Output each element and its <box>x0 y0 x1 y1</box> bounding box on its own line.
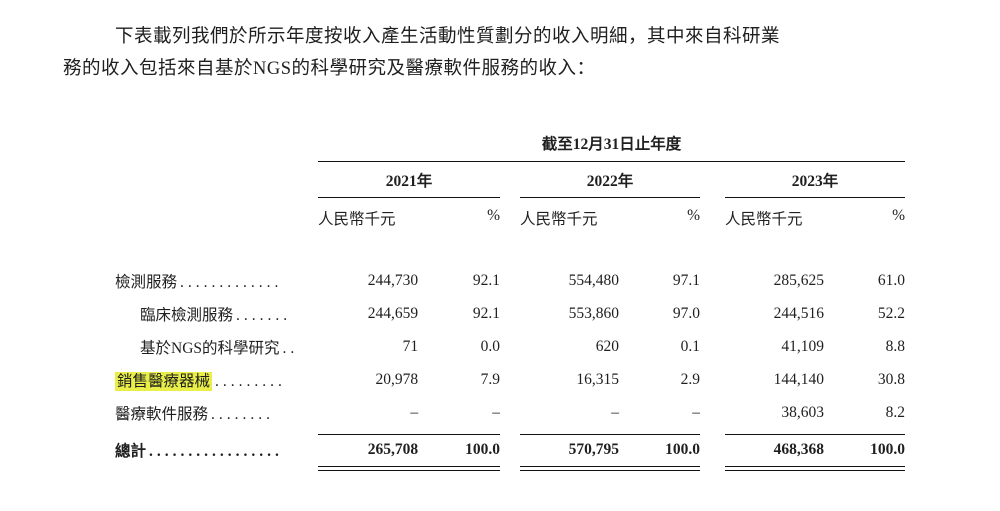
period-header: 截至12月31日止年度 <box>318 132 905 162</box>
amount-cell: 20,978 <box>375 371 419 389</box>
amount-cell: – <box>410 404 419 422</box>
percent-cell: 97.0 <box>672 305 700 323</box>
intro-paragraph: 下表載列我們於所示年度按收入產生活動性質劃分的收入明細，其中來自科研業 務的收入… <box>63 0 942 86</box>
amount-cell: 144,140 <box>773 371 824 389</box>
row-label: 醫療軟件服務........ <box>115 402 300 424</box>
year-header-2021: 2021年 <box>318 169 500 198</box>
year-header-2022: 2022年 <box>520 169 700 198</box>
table-row-ngs-research: 基於NGS的科學研究.. 71 0.0 620 0.1 41,109 8.8 <box>115 331 905 364</box>
amount-cell: 38,603 <box>781 404 824 422</box>
percent-cell: 52.2 <box>877 305 905 323</box>
leader-dots: ......... <box>215 373 286 391</box>
percent-cell: 92.1 <box>472 272 500 290</box>
amount-cell: 285,625 <box>773 272 824 290</box>
row-label-text: 臨床檢測服務 <box>140 307 234 325</box>
column-subheader-row: 人民幣千元 % 人民幣千元 % 人民幣千元 % <box>115 207 905 229</box>
percent-header-2021: % <box>487 206 500 224</box>
year-header-2023: 2023年 <box>725 169 905 198</box>
amount-cell: 16,315 <box>576 371 619 389</box>
unit-header-2022: 人民幣千元 <box>520 210 598 228</box>
amount-cell: 620 <box>595 338 619 356</box>
amount-cell: 41,109 <box>781 338 824 356</box>
percent-cell: 97.1 <box>672 272 700 290</box>
amount-cell: – <box>611 404 619 422</box>
table-row-testing-services: 檢測服務............. 244,730 92.1 554,480 97.… <box>115 265 905 298</box>
unit-header-2021: 人民幣千元 <box>318 210 396 228</box>
percent-cell: – <box>492 404 500 422</box>
percent-cell: 0.0 <box>480 338 500 356</box>
percent-cell: 2.9 <box>680 371 700 389</box>
row-label: 總計................. <box>115 439 300 461</box>
percent-cell: 30.8 <box>877 371 905 389</box>
amount-cell: 244,659 <box>367 305 419 323</box>
row-label: 臨床檢測服務....... <box>115 303 300 325</box>
leader-dots: ....... <box>236 307 292 325</box>
percent-cell: 100.0 <box>465 440 500 458</box>
leader-dots: ................. <box>149 442 283 460</box>
amount-cell: 244,516 <box>773 305 824 323</box>
revenue-breakdown-table: 截至12月31日止年度 2021年 2022年 2023年 人民幣千元 % 人民… <box>115 132 905 471</box>
table-row-clinical-testing: 臨床檢測服務....... 244,659 92.1 553,860 97.0 24… <box>115 298 905 331</box>
total-top-rule <box>115 433 905 435</box>
amount-cell: 265,708 <box>367 440 419 458</box>
amount-cell: 468,368 <box>773 440 824 458</box>
percent-cell: 8.2 <box>885 404 905 422</box>
table-row-medical-software: 醫療軟件服務........ – – – – 38,603 8.2 <box>115 397 905 430</box>
percent-cell: 100.0 <box>870 440 905 458</box>
row-label-text: 檢測服務 <box>115 274 178 292</box>
amount-cell: 570,795 <box>568 440 619 458</box>
row-label: 基於NGS的科學研究.. <box>115 336 300 358</box>
leader-dots: .. <box>282 340 299 358</box>
total-double-rule <box>115 465 905 471</box>
row-label-text: 總計 <box>115 442 147 460</box>
percent-cell: 92.1 <box>472 305 500 323</box>
table-body: 檢測服務............. 244,730 92.1 554,480 97.… <box>115 265 905 471</box>
year-header-row: 2021年 2022年 2023年 <box>318 169 905 198</box>
amount-cell: 553,860 <box>568 305 619 323</box>
row-label-text: 基於NGS的科學研究 <box>140 340 280 358</box>
leader-dots: ........ <box>211 406 275 424</box>
leader-dots: ............. <box>180 274 283 292</box>
percent-header-2023: % <box>892 206 905 224</box>
percent-cell: 61.0 <box>877 272 905 290</box>
table-row-total: 總計................. 265,708 100.0 570,795… <box>115 435 905 465</box>
intro-line-2: 務的收入包括來自基於NGS的科學研究及醫療軟件服務的收入： <box>63 58 596 79</box>
percent-cell: 100.0 <box>665 440 700 458</box>
row-label: 檢測服務............. <box>115 270 300 292</box>
row-label-text-highlighted: 銷售醫療器械 <box>115 372 213 392</box>
unit-header-2023: 人民幣千元 <box>725 210 803 228</box>
percent-cell: 7.9 <box>480 371 500 389</box>
percent-cell: – <box>692 404 700 422</box>
row-label: 銷售醫療器械......... <box>115 369 300 392</box>
table-row-medical-device-sales: 銷售醫療器械......... 20,978 7.9 16,315 2.9 144,… <box>115 364 905 397</box>
intro-line-1: 下表載列我們於所示年度按收入產生活動性質劃分的收入明細，其中來自科研業 <box>115 27 781 47</box>
percent-header-2022: % <box>687 206 700 224</box>
row-label-text: 醫療軟件服務 <box>115 406 209 424</box>
amount-cell: 244,730 <box>367 272 419 290</box>
percent-cell: 8.8 <box>885 338 905 356</box>
amount-cell: 71 <box>402 338 419 356</box>
amount-cell: 554,480 <box>568 272 619 290</box>
percent-cell: 0.1 <box>680 338 700 356</box>
